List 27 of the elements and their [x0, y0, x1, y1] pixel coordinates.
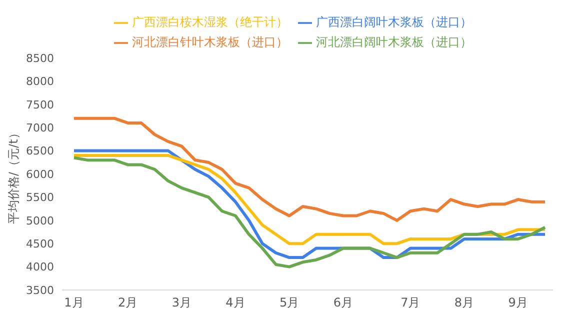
legend-label: 河北漂白针叶木浆板（进口） [132, 35, 288, 49]
y-tick-label: 4500 [26, 238, 54, 251]
y-tick-label: 7000 [26, 122, 54, 135]
y-tick-label: 6000 [26, 168, 54, 181]
y-tick-label: 3500 [26, 284, 54, 297]
line-series [72, 154, 546, 246]
legend-label: 河北漂白阔叶木浆板（进口） [316, 35, 472, 49]
x-tick-label: 6月 [333, 296, 353, 310]
legend-label: 广西漂白阔叶木浆板（进口） [316, 15, 472, 29]
x-tick-label: 2月 [118, 296, 138, 310]
y-tick-label: 8500 [26, 52, 54, 65]
x-tick-label: 5月 [279, 296, 300, 310]
y-tick-label: 6500 [26, 144, 54, 158]
x-tick-label: 9月 [508, 296, 528, 310]
legend-label: 广西漂白桉木湿浆（绝干计） [132, 15, 288, 29]
y-axis-title: 平均价格/（元/t） [6, 127, 20, 224]
y-tick-label: 7500 [26, 98, 54, 112]
y-tick-label: 4000 [26, 260, 54, 274]
y-tick-label: 5000 [26, 214, 54, 228]
y-tick-label: 5500 [26, 191, 54, 204]
x-tick-label: 4月 [226, 296, 246, 310]
x-tick-label: 8月 [454, 296, 474, 310]
x-tick-label: 3月 [172, 296, 192, 310]
line-series [72, 116, 546, 222]
x-tick-label: 7月 [400, 296, 420, 310]
y-tick-label: 8000 [26, 75, 54, 88]
x-tick-label: 1月 [64, 296, 84, 310]
